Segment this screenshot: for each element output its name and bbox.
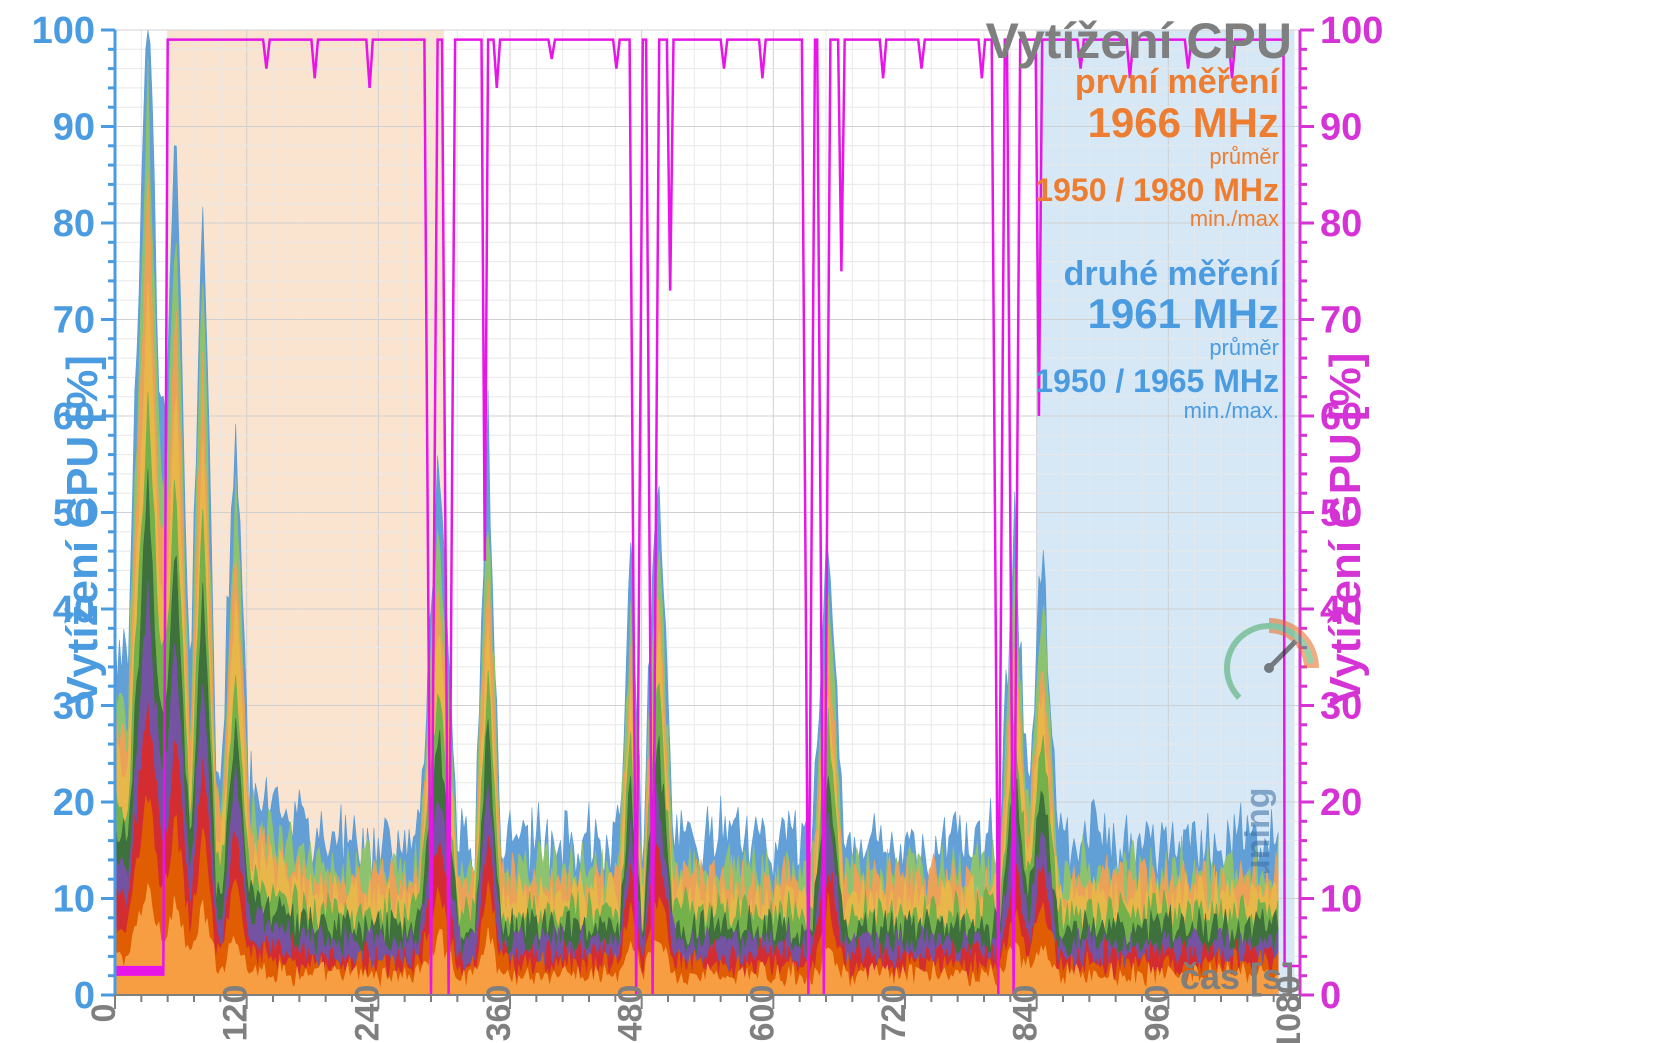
m2-heading: druhé měření [1035,257,1279,293]
m2-range: 1950 / 1965 MHz [1035,365,1279,399]
svg-text:840: 840 [1007,985,1045,1042]
svg-text:10: 10 [1320,879,1362,921]
svg-text:PCtuning: PCtuning [1239,787,1277,873]
y-right-axis-label: Vytížení GPU [%] [1321,353,1370,706]
svg-text:600: 600 [743,985,781,1042]
m1-heading: první měření [1035,65,1279,101]
svg-text:70: 70 [53,300,95,342]
svg-text:0: 0 [85,1004,123,1023]
svg-text:960: 960 [1138,985,1176,1042]
chart-svg: 0102030405060708090100010203040506070809… [0,0,1654,1043]
svg-text:240: 240 [348,985,386,1042]
m2-avg-lbl: průměr [1035,336,1279,359]
y-left-axis-label: Vytížení CPU [%] [58,355,107,705]
m1-range-lbl: min./max [1035,207,1279,230]
chart-title: Vytížení CPU [985,13,1292,69]
x-axis-label: čas [s] [1180,956,1294,997]
svg-text:90: 90 [1320,107,1362,149]
svg-text:70: 70 [1320,300,1362,342]
m2-avg: 1961 MHz [1035,292,1279,336]
svg-text:80: 80 [1320,203,1362,245]
measurement-info-box: první měření 1966 MHz průměr 1950 / 1980… [1035,65,1279,422]
m1-range: 1950 / 1980 MHz [1035,174,1279,208]
svg-text:100: 100 [1320,10,1383,52]
m1-avg: 1966 MHz [1035,101,1279,145]
m2-range-lbl: min./max. [1035,399,1279,422]
cpu-gpu-utilization-chart: 0102030405060708090100010203040506070809… [0,0,1654,1043]
svg-text:80: 80 [53,203,95,245]
svg-text:10: 10 [53,879,95,921]
m1-avg-lbl: průměr [1035,145,1279,168]
svg-text:0: 0 [1320,975,1341,1017]
svg-text:360: 360 [480,985,518,1042]
svg-text:120: 120 [217,985,255,1042]
svg-text:20: 20 [1320,782,1362,824]
svg-text:20: 20 [53,782,95,824]
svg-text:100: 100 [32,10,95,52]
svg-text:480: 480 [612,985,650,1042]
pctuning-logo: PCtuning [1214,613,1324,873]
svg-text:90: 90 [53,107,95,149]
svg-text:720: 720 [875,985,913,1042]
